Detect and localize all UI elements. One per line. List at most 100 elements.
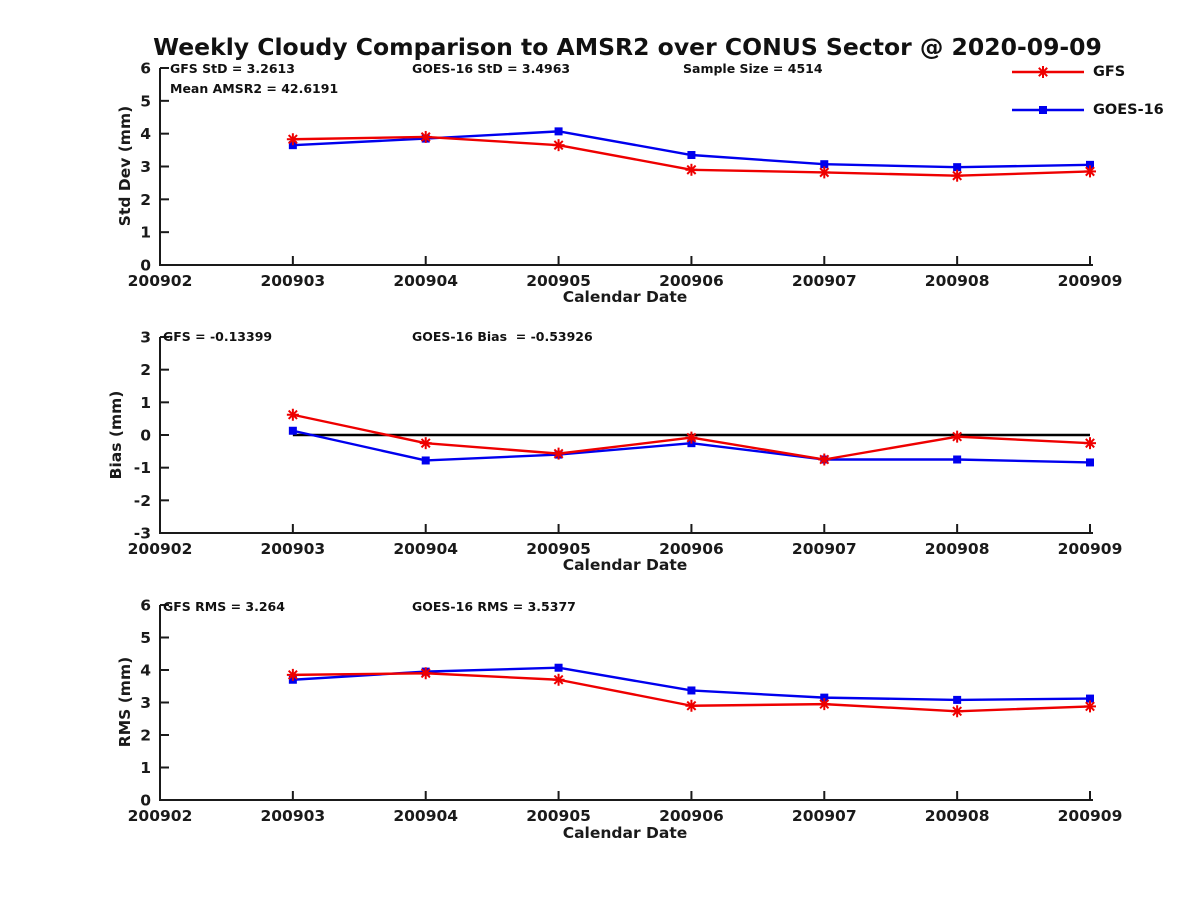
legend: GFS GOES-16 [1012, 63, 1164, 119]
bias-x-tick-label: 200902 [128, 540, 193, 558]
stddev-x-axis-label: Calendar Date [562, 288, 688, 306]
rms-goes-16-marker [1086, 694, 1094, 703]
bias-x-tick-label: 200905 [526, 540, 591, 558]
goes16-bias-annotation: GOES-16 Bias = -0.53926 [412, 329, 593, 344]
rms-x-tick-label: 200903 [260, 807, 325, 825]
gfs-line-asterisk-marker-icon [1012, 66, 1084, 78]
gfs-rms-annotation: GFS RMS = 3.264 [163, 599, 285, 614]
stddev-x-tick-label: 200903 [260, 272, 325, 290]
stddev-x-tick-label: 200909 [1058, 272, 1123, 290]
stddev-gfs-marker [287, 134, 298, 145]
bias-y-tick-label: 3 [140, 329, 151, 347]
bias-x-tick-label: 200909 [1058, 540, 1123, 558]
bias-goes-16-marker [288, 426, 297, 435]
bias-x-tick-label: 200904 [393, 540, 458, 558]
bias-y-tick-label: 2 [140, 361, 151, 379]
bias-y-tick-label: 0 [140, 427, 151, 445]
legend-label-gfs: GFS [1093, 64, 1126, 80]
bias-x-tick-label: 200907 [792, 540, 857, 558]
bias-y-tick-label: -2 [134, 492, 151, 510]
stddev-goes-16-marker [1086, 160, 1094, 169]
stddev-y-tick-label: 3 [140, 158, 151, 176]
mean-amsr2-annotation: Mean AMSR2 = 42.6191 [170, 81, 339, 96]
stddev-x-tick-label: 200905 [526, 272, 591, 290]
legend-item-goes16: GOES-16 [1012, 101, 1164, 119]
rms-gfs-marker [819, 699, 830, 710]
rms-y-tick-label: 1 [140, 759, 151, 777]
legend-item-gfs: GFS [1012, 63, 1164, 81]
rms-y-tick-label: 4 [140, 662, 151, 680]
legend-marker-goes-16 [1039, 106, 1047, 114]
stddev-gfs-marker [819, 167, 830, 178]
stddev-gfs-marker [952, 170, 963, 181]
rms-x-tick-label: 200905 [526, 807, 591, 825]
stddev-y-tick-label: 5 [140, 92, 151, 110]
rms-x-axis-label: Calendar Date [562, 824, 688, 842]
bias-gfs-marker [952, 431, 963, 442]
stddev-y-tick-label: 6 [140, 60, 151, 78]
sample-size-annotation: Sample Size = 4514 [683, 61, 823, 76]
rms-x-tick-label: 200907 [792, 807, 857, 825]
legend-marker-gfs [1038, 67, 1048, 77]
rms-x-tick-label: 200902 [128, 807, 193, 825]
rms-goes-16-marker [820, 693, 829, 702]
rms-y-tick-label: 0 [140, 792, 151, 810]
stddev-y-tick-label: 4 [140, 125, 151, 143]
rms-y-tick-label: 2 [140, 727, 151, 745]
stddev-x-tick-label: 200902 [128, 272, 193, 290]
bias-y-tick-label: -1 [134, 459, 151, 477]
bias-x-axis-label: Calendar Date [562, 556, 688, 574]
bias-x-tick-label: 200906 [659, 540, 724, 558]
stddev-goes-16-marker [953, 163, 962, 172]
rms-goes-16-marker [687, 686, 696, 695]
stddev-goes-16-marker [687, 151, 696, 160]
stddev-y-axis-label: Std Dev (mm) [116, 105, 134, 227]
goes16-std-annotation: GOES-16 StD = 3.4963 [412, 61, 571, 76]
bias-gfs-marker [819, 454, 830, 465]
gfs-std-annotation: GFS StD = 3.2613 [170, 61, 295, 76]
stddev-y-tick-label: 0 [140, 257, 151, 275]
bias-goes-16-marker [953, 455, 962, 464]
rms-x-tick-label: 200908 [925, 807, 990, 825]
bias-y-axis-label: Bias (mm) [107, 390, 125, 480]
bias-gfs-marker [420, 438, 431, 449]
stddev-x-tick-label: 200906 [659, 272, 724, 290]
stddev-y-tick-label: 1 [140, 224, 151, 242]
stddev-gfs-marker [420, 132, 431, 142]
bias-gfs-marker [287, 409, 298, 420]
rms-gfs-marker [553, 674, 564, 685]
bias-goes-16-marker [421, 456, 430, 465]
rms-goes-16-marker [554, 663, 563, 672]
stddev-gfs-marker [1085, 166, 1095, 177]
bias-gfs-marker [553, 448, 564, 459]
stddev-x-tick-label: 200908 [925, 272, 990, 290]
stddev-gfs-marker [686, 164, 697, 175]
goes16-line-square-marker-icon [1012, 106, 1084, 114]
gfs-bias-annotation: GFS = -0.13399 [163, 329, 273, 344]
bias-x-tick-label: 200903 [260, 540, 325, 558]
rms-goes-16-marker [953, 695, 962, 704]
stddev-x-tick-label: 200904 [393, 272, 458, 290]
rms-axes [159, 605, 1093, 801]
rms-x-tick-label: 200904 [393, 807, 458, 825]
rms-y-axis-label: RMS (mm) [116, 656, 134, 748]
bias-goes-16-marker [1086, 458, 1094, 467]
goes16-rms-annotation: GOES-16 RMS = 3.5377 [412, 599, 576, 614]
stddev-goes-16-marker [820, 160, 829, 169]
stddev-x-tick-label: 200907 [792, 272, 857, 290]
bias-gfs-marker [686, 432, 697, 443]
rms-y-tick-label: 5 [140, 629, 151, 647]
rms-gfs-marker [287, 669, 298, 680]
rms-gfs-marker [952, 706, 963, 717]
stddev-gfs-marker [553, 140, 564, 151]
rms-y-tick-label: 3 [140, 694, 151, 712]
chart-title: Weekly Cloudy Comparison to AMSR2 over C… [153, 33, 1102, 61]
bias-y-tick-label: -3 [134, 525, 151, 543]
stddev-goes-16-marker [554, 127, 563, 136]
rms-y-tick-label: 6 [140, 597, 151, 615]
stddev-y-tick-label: 2 [140, 191, 151, 209]
rms-gfs-marker [420, 668, 431, 679]
rms-x-tick-label: 200906 [659, 807, 724, 825]
